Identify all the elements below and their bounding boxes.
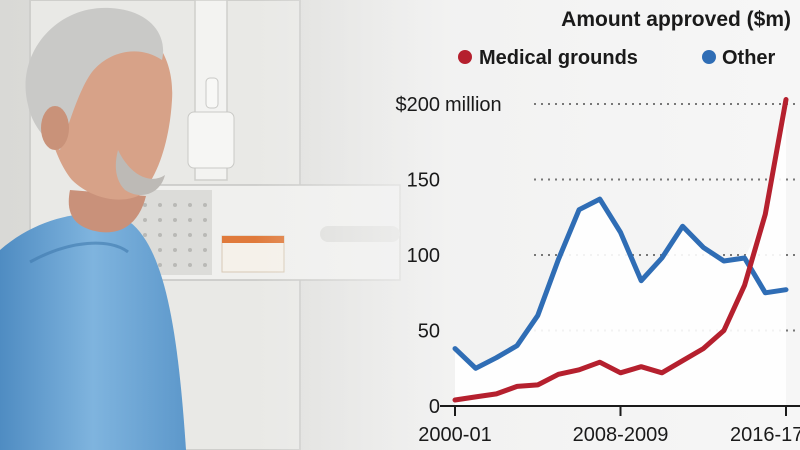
area-fill-under-lines	[455, 99, 786, 406]
x-tick-label: 2000-01	[418, 424, 491, 446]
series-line-medical-grounds	[452, 97, 789, 403]
y-tick-label: 150	[407, 170, 440, 192]
y-tick-label: $200	[396, 94, 441, 116]
series-line-other	[452, 196, 789, 371]
legend: Medical grounds Other	[458, 47, 776, 69]
legend-marker-other	[702, 50, 716, 64]
legend-marker-medical-grounds	[458, 50, 472, 64]
legend-label-medical-grounds: Medical grounds	[479, 47, 638, 69]
patient-gown	[0, 213, 186, 450]
legend-label-other: Other	[722, 47, 776, 69]
y-unit-label: million	[445, 94, 502, 116]
y-tick-label: 100	[407, 245, 440, 267]
x-axis-ticks: 2000-01 2008-2009 2016-17	[418, 406, 800, 446]
patient-figure	[0, 7, 186, 450]
x-tick-label: 2008-2009	[573, 424, 669, 446]
chart-title: Amount approved ($m)	[561, 8, 791, 31]
y-axis-ticks: 0 50 100 150 $200	[396, 94, 441, 418]
x-tick-label: 2016-17	[730, 424, 800, 446]
y-tick-label: 50	[418, 321, 440, 343]
y-tick-label: 0	[429, 396, 440, 418]
